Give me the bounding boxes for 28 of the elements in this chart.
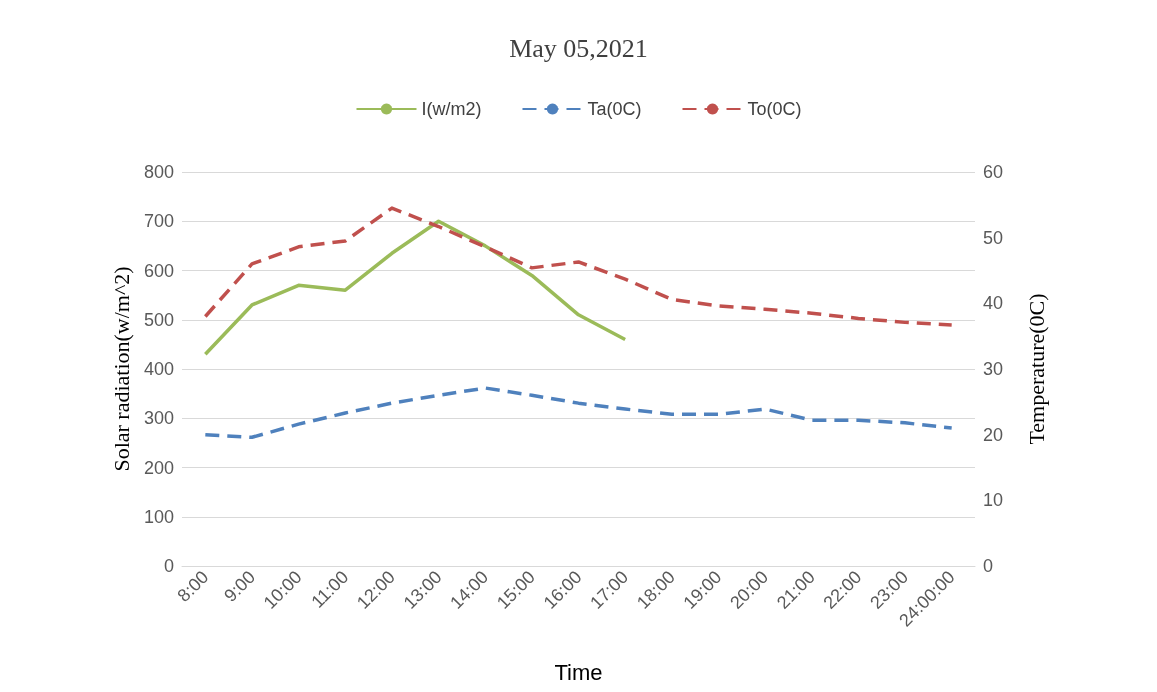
y-tick-label: 700 <box>143 211 174 232</box>
y2-tick-label: 10 <box>983 490 1004 511</box>
x-tick-label: 9:00 <box>220 566 260 606</box>
y2-tick-label: 0 <box>983 556 994 576</box>
legend-label: Ta(0C) <box>587 99 642 119</box>
line-series <box>203 206 954 327</box>
x-axis-title: Time <box>554 659 603 685</box>
y-tick-label: 800 <box>143 162 174 182</box>
y-tick-label: 300 <box>143 408 174 429</box>
y2-tick-label: 50 <box>983 227 1004 248</box>
y2-tick-label: 30 <box>983 359 1004 379</box>
chart-title: May 05,2021 <box>509 33 648 63</box>
y2-axis-title: Temperature(0C) <box>1023 293 1049 445</box>
y2-tick-label: 60 <box>983 162 1004 182</box>
y2-tick-label: 20 <box>983 424 1004 445</box>
y-axis-title: Solar radiation(w/m^2) <box>108 266 134 472</box>
y-tick-label: 100 <box>143 506 174 527</box>
line-series <box>203 219 627 356</box>
y-tick-label: 500 <box>143 309 174 330</box>
y2-tick-label: 40 <box>983 293 1004 314</box>
line-series <box>203 386 954 440</box>
legend-label: I(w/m2) <box>421 99 482 119</box>
y-tick-label: 600 <box>143 260 174 281</box>
x-tick-label: 8:00 <box>173 566 213 606</box>
y-tick-label: 0 <box>163 556 174 576</box>
legend-label: To(0C) <box>747 99 802 119</box>
y-tick-label: 400 <box>143 359 174 379</box>
y-tick-label: 200 <box>143 457 174 478</box>
